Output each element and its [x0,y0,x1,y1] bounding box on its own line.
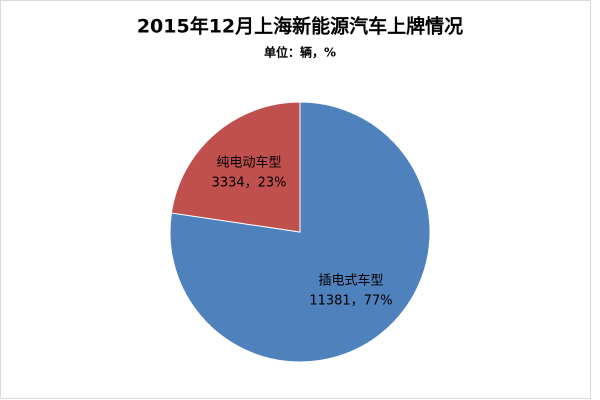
data-label: 11381，77% [309,294,392,309]
chart-title: 2015年12月上海新能源汽车上牌情况 [137,15,463,38]
pie-slice [170,101,301,233]
chart-subtitle: 单位：辆，% [264,45,336,60]
slice-label: 纯电动车型 [217,154,282,170]
pie-slice [169,101,431,363]
data-label: 3334，23% [212,175,287,190]
slice-label: 插电式车型 [318,273,383,289]
